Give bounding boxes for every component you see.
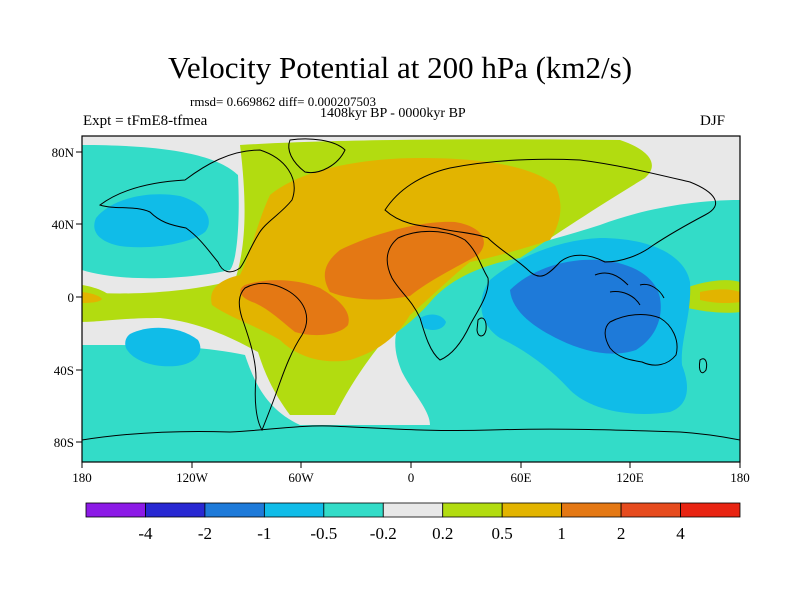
velocity-potential-field xyxy=(82,136,740,462)
field-band-pos05-pacific xyxy=(700,289,740,304)
map-title: Velocity Potential at 200 hPa (km2/s) xyxy=(167,50,633,85)
colorbar-label: -2 xyxy=(198,524,212,543)
axis-ticks xyxy=(76,151,741,468)
coast-australia xyxy=(604,314,678,366)
colorbar-label: 0.5 xyxy=(492,524,513,543)
x-axis-labels: 180 120W 60W 0 60E 120E 180 xyxy=(72,470,750,485)
x-tick-label: 120W xyxy=(176,470,209,485)
coastlines xyxy=(82,138,740,441)
colorbar-swatch xyxy=(501,502,563,518)
experiment-label: Expt = tFmE8-tfmea xyxy=(83,113,208,129)
field-band-pos05-dateline xyxy=(82,292,102,303)
field-band-pos1 xyxy=(324,221,484,300)
x-tick-label: 180 xyxy=(72,470,92,485)
y-tick-label: 0 xyxy=(68,290,75,305)
colorbar-swatch xyxy=(204,502,265,518)
colorbar-swatch xyxy=(145,502,206,518)
y-tick-label: 40N xyxy=(52,217,75,232)
colorbar-label: 4 xyxy=(676,524,685,543)
coast-north-america xyxy=(98,149,295,273)
colorbar-label: -1 xyxy=(257,524,271,543)
y-axis-labels: 80N 40N 0 40S 80S xyxy=(52,145,75,450)
colorbar-label: -0.5 xyxy=(310,524,337,543)
field-band-neg1 xyxy=(510,259,661,354)
coast-antarctica xyxy=(82,425,740,441)
colorbar-label: 0.2 xyxy=(432,524,453,543)
x-tick-label: 180 xyxy=(730,470,750,485)
colorbar-swatch xyxy=(680,502,741,518)
stats-line: rmsd= 0.669862 diff= 0.000207503 xyxy=(190,94,376,109)
x-tick-label: 60W xyxy=(288,470,314,485)
x-tick-label: 120E xyxy=(616,470,644,485)
colorbar xyxy=(85,502,741,518)
coast-south-america xyxy=(238,282,308,432)
colorbar-swatch xyxy=(382,502,444,518)
colorbar-swatch xyxy=(85,502,146,518)
colorbar-swatch xyxy=(561,502,622,518)
season-label: DJF xyxy=(700,113,726,129)
colorbar-label: -4 xyxy=(138,524,153,543)
y-tick-label: 80S xyxy=(54,435,74,450)
y-tick-label: 80N xyxy=(52,145,75,160)
colorbar-swatch xyxy=(620,502,681,518)
colorbar-labels: -4 -2 -1 -0.5 -0.2 0.2 0.5 1 2 4 xyxy=(138,524,685,543)
field-band-neg05-sp xyxy=(125,327,201,367)
colorbar-swatch xyxy=(323,502,384,518)
x-tick-label: 0 xyxy=(408,470,415,485)
period-label: 1408kyr BP - 0000kyr BP xyxy=(320,106,466,121)
coast-africa xyxy=(386,230,489,361)
colorbar-swatch xyxy=(442,502,503,518)
colorbar-label: 1 xyxy=(557,524,566,543)
colorbar-label: -0.2 xyxy=(370,524,397,543)
field-band-pos1-sa xyxy=(240,280,349,336)
y-tick-label: 40S xyxy=(54,363,74,378)
coast-eurasia xyxy=(384,158,717,277)
colorbar-swatch xyxy=(263,502,325,518)
field-band-neg05-io xyxy=(420,314,446,330)
coast-maritime xyxy=(594,272,665,306)
coast-madagascar xyxy=(476,317,487,337)
colorbar-label: 2 xyxy=(617,524,626,543)
coast-greenland xyxy=(288,138,346,174)
x-tick-label: 60E xyxy=(511,470,532,485)
coast-new-zealand xyxy=(699,358,708,374)
